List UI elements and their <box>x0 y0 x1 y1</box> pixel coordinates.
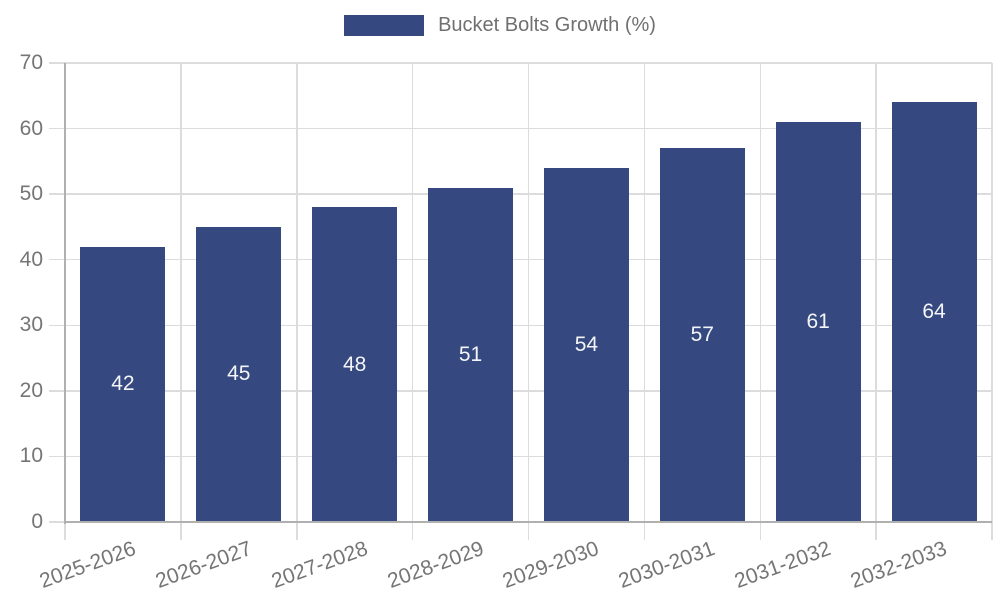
y-tick-label: 10 <box>19 444 43 468</box>
x-tick-mark <box>296 522 298 540</box>
y-axis-line <box>64 63 66 524</box>
y-tick-label: 60 <box>19 116 43 140</box>
y-tick-label: 0 <box>31 510 43 533</box>
bar-value-label: 64 <box>922 300 946 324</box>
bar-value-label: 54 <box>574 332 599 356</box>
bar[interactable]: 48 <box>312 207 398 522</box>
x-tick-mark <box>64 522 66 540</box>
bar[interactable]: 64 <box>891 102 977 522</box>
x-tick-mark <box>411 522 414 540</box>
x-tick-mark <box>180 522 182 540</box>
y-tick-label: 30 <box>19 313 43 337</box>
x-gridline <box>411 63 414 522</box>
y-tick-mark <box>49 127 65 130</box>
bar[interactable]: 42 <box>80 246 166 522</box>
y-tick-mark <box>49 62 65 64</box>
x-gridline <box>875 63 877 522</box>
bar-value-label: 42 <box>111 372 135 396</box>
bar[interactable]: 57 <box>659 148 745 522</box>
y-tick-mark <box>49 258 65 261</box>
y-tick-label: 40 <box>19 247 43 271</box>
bar-value-label: 61 <box>806 309 830 333</box>
x-tick-mark <box>527 522 530 540</box>
y-tick-label: 70 <box>19 51 43 74</box>
y-tick-mark <box>49 455 65 458</box>
bar[interactable]: 61 <box>775 122 861 522</box>
bar[interactable]: 45 <box>196 226 282 522</box>
y-tick-mark <box>49 390 65 392</box>
x-gridline <box>643 63 646 522</box>
y-tick-mark <box>49 324 65 327</box>
legend-label: Bucket Bolts Growth (%) <box>438 14 656 36</box>
legend-item[interactable]: Bucket Bolts Growth (%) <box>344 14 656 37</box>
bar-value-label: 57 <box>690 323 714 347</box>
y-tick-mark <box>49 521 65 523</box>
x-tick-mark <box>875 522 877 540</box>
legend-swatch-icon <box>344 15 425 36</box>
x-gridline <box>991 63 993 522</box>
x-gridline <box>759 63 761 522</box>
x-gridline <box>296 63 298 522</box>
y-tick-label: 50 <box>19 182 43 206</box>
x-gridline <box>180 63 182 522</box>
x-tick-mark <box>991 522 993 540</box>
x-tick-mark <box>759 522 761 540</box>
bar-value-label: 48 <box>343 352 367 376</box>
bar[interactable]: 54 <box>543 167 629 522</box>
x-axis-line <box>65 521 992 523</box>
bar[interactable]: 51 <box>428 187 514 522</box>
legend: Bucket Bolts Growth (%) <box>0 14 1000 37</box>
y-tick-label: 20 <box>19 378 43 402</box>
x-tick-mark <box>643 522 646 540</box>
y-tick-mark <box>49 193 65 195</box>
bar-value-label: 45 <box>227 362 251 386</box>
bar-value-label: 51 <box>458 342 483 366</box>
x-gridline <box>527 63 530 522</box>
